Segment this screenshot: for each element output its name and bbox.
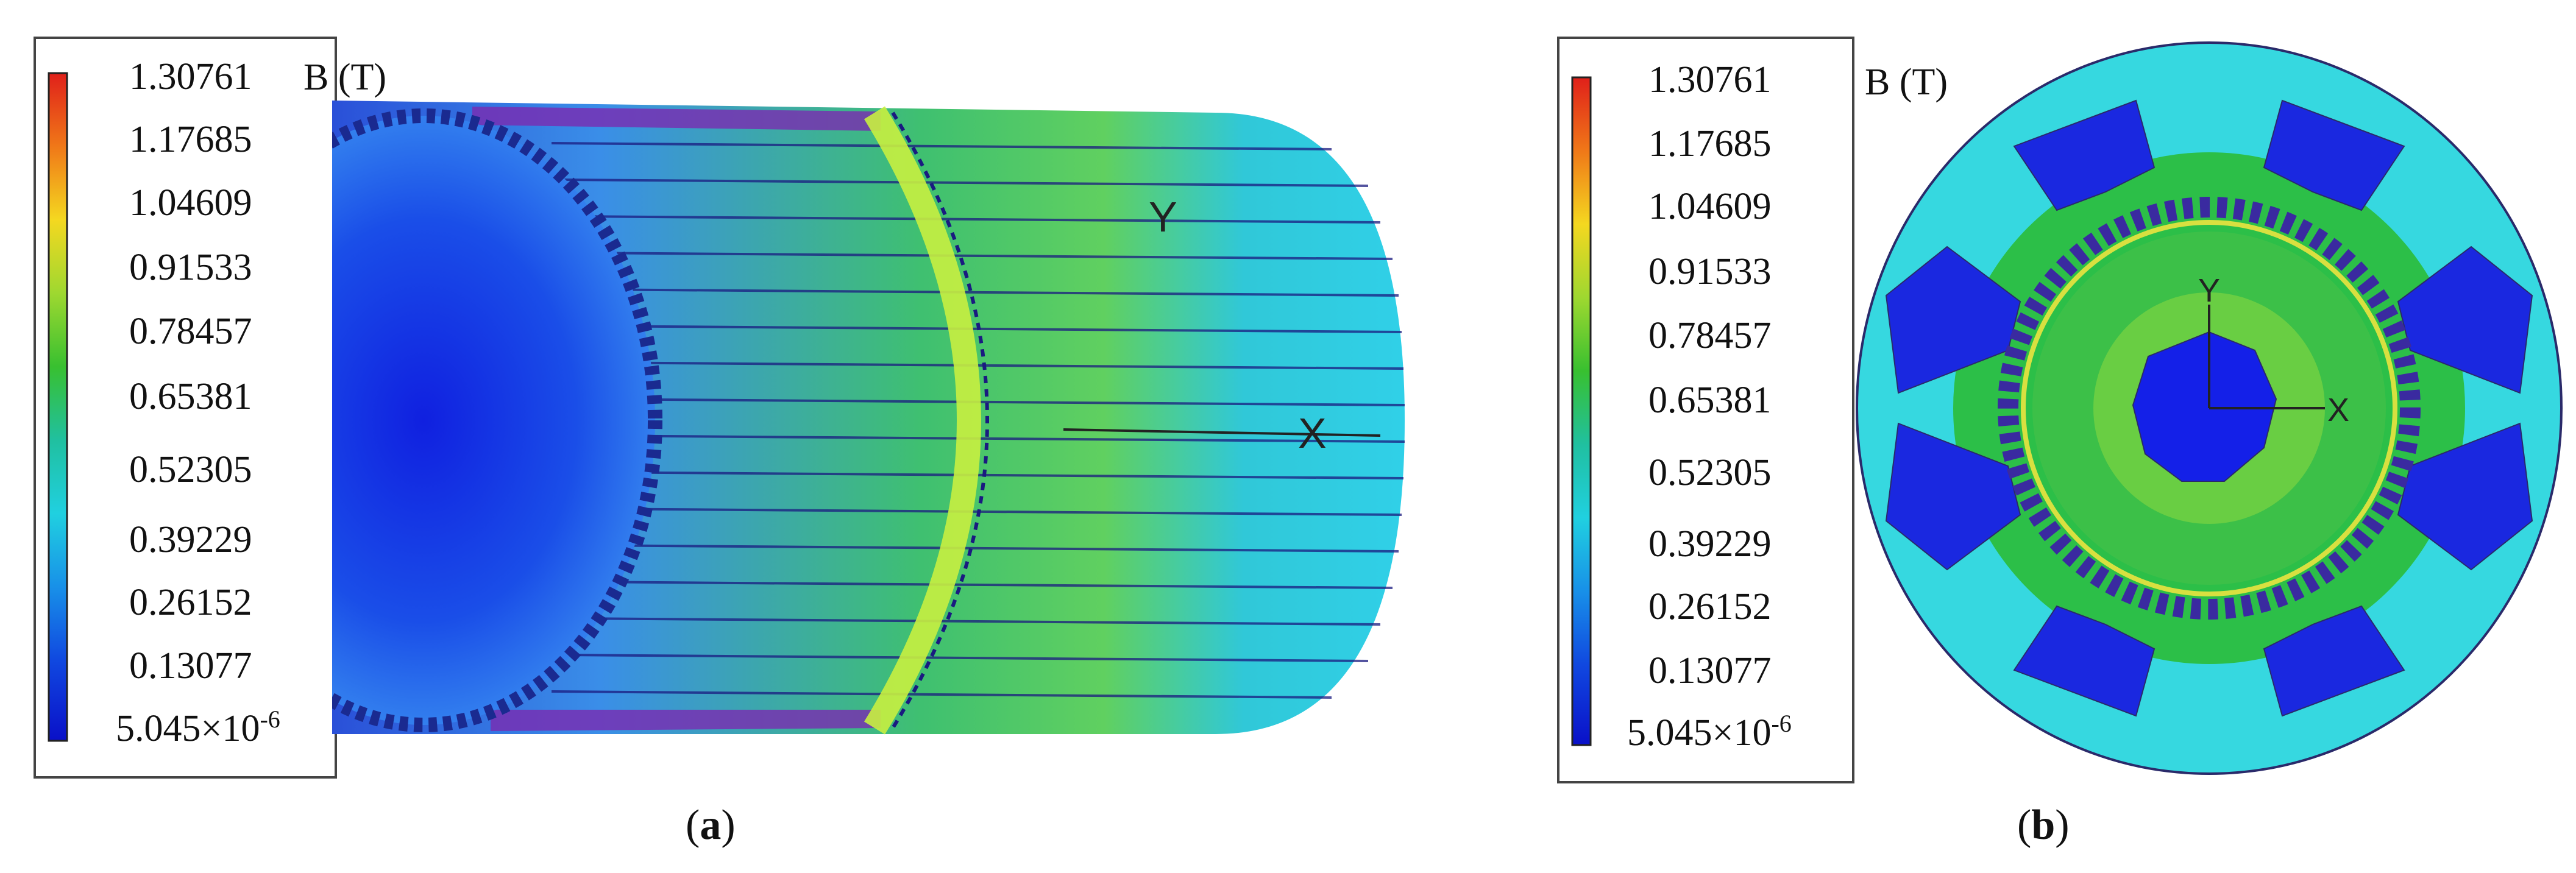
- legend-tick-b: 0.13077: [1648, 650, 1772, 691]
- legend-tick-a: 1.17685: [129, 119, 252, 160]
- legend-min-a: 5.045×10-6: [116, 707, 280, 749]
- legend-min-exp-b: -6: [1771, 710, 1792, 737]
- legend-tick-b: 1.30761: [1648, 59, 1772, 101]
- color-scale-bar-a: [48, 72, 68, 742]
- legend-tick-b: 0.91533: [1648, 251, 1772, 292]
- legend-tick-b: 1.17685: [1648, 123, 1772, 164]
- legend-tick-a: 0.65381: [129, 376, 252, 417]
- caption-a-close: ): [721, 802, 736, 849]
- axis-x-label-a: X: [1298, 409, 1327, 457]
- legend-tick-a: 0.52305: [129, 449, 252, 490]
- panel-b: B (T) 1.30761 1.17685 1.04609 0.91533 0.…: [1524, 0, 2576, 873]
- color-scale-bar-b: [1571, 76, 1592, 746]
- legend-tick-a: 1.30761: [129, 56, 252, 97]
- legend-tick-a: 0.13077: [129, 645, 252, 687]
- field-plot-3d: Y X: [332, 101, 1405, 735]
- legend-min-exp-a: -6: [260, 705, 280, 733]
- legend-quantity-b: B (T): [1865, 62, 1948, 103]
- axis-y-label-a: Y: [1149, 193, 1177, 241]
- legend-tick-a: 0.91533: [129, 247, 252, 288]
- legend-tick-b: 0.52305: [1648, 452, 1772, 493]
- legend-tick-a: 1.04609: [129, 182, 252, 224]
- field-plot-cross-section: Y X: [1856, 41, 2563, 775]
- caption-b-open: (: [2017, 802, 2032, 849]
- caption-a-open: (: [686, 802, 700, 849]
- legend-tick-b: 1.04609: [1648, 186, 1772, 227]
- axis-y-label-b: Y: [2198, 272, 2220, 309]
- caption-b: (b): [2017, 801, 2070, 850]
- legend-min-base-b: 5.045×10: [1627, 712, 1772, 754]
- caption-b-letter: b: [2031, 802, 2056, 849]
- panel-a: B (T) 1.30761 1.17685 1.04609 0.91533 0.…: [34, 37, 1405, 850]
- legend-tick-b: 0.39229: [1648, 523, 1772, 565]
- legend-min-b: 5.045×10-6: [1627, 712, 1792, 754]
- caption-a: (a): [686, 801, 736, 850]
- legend-tick-b: 0.65381: [1648, 380, 1772, 421]
- legend-box-b: [1557, 37, 1854, 783]
- legend-quantity-a: B (T): [303, 57, 387, 98]
- legend-tick-b: 0.78457: [1648, 315, 1772, 356]
- legend-box-a: [34, 37, 337, 779]
- legend-min-base-a: 5.045×10: [116, 708, 260, 749]
- legend-tick-a: 0.26152: [129, 582, 252, 623]
- caption-a-letter: a: [700, 802, 722, 849]
- legend-tick-b: 0.26152: [1648, 586, 1772, 627]
- legend-tick-a: 0.39229: [129, 519, 252, 560]
- axis-x-label-b: X: [2327, 392, 2349, 428]
- legend-tick-a: 0.78457: [129, 311, 252, 352]
- caption-b-close: ): [2055, 802, 2070, 849]
